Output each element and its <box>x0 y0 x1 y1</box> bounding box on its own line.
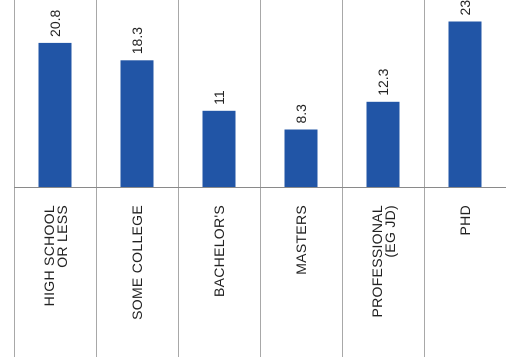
category-label-line: MASTERS <box>293 205 309 275</box>
category-label-line: OR LESS <box>54 205 70 268</box>
bar <box>38 42 72 188</box>
category-label: PROFESSIONAL(EG JD) <box>369 205 398 318</box>
data-label: 20.8 <box>47 9 63 36</box>
bar <box>284 129 318 187</box>
category-label-line: BACHELOR'S <box>211 205 227 297</box>
category-label: MASTERS <box>293 205 309 275</box>
data-label: 11 <box>211 90 227 105</box>
data-label: 23.9 <box>457 0 473 15</box>
category-label-line: (EG JD) <box>382 205 398 258</box>
data-label: 8.3 <box>293 104 309 124</box>
bar <box>366 101 400 187</box>
category-label: HIGH SCHOOLOR LESS <box>41 205 70 306</box>
category-label-line: HIGH SCHOOL <box>41 205 57 306</box>
bar <box>448 21 482 187</box>
category-label: SOME COLLEGE <box>129 205 145 320</box>
category-labels-group: HIGH SCHOOLOR LESS SOME COLLEGE BACHELOR'S… <box>41 205 473 320</box>
category-label: BACHELOR'S <box>211 205 227 297</box>
category-label: PHD <box>457 205 473 235</box>
category-label-line: SOME COLLEGE <box>129 205 145 320</box>
category-label-line: PHD <box>457 205 473 235</box>
bar <box>120 60 154 187</box>
data-label: 18.3 <box>129 27 145 54</box>
bars-group <box>38 21 482 188</box>
bar <box>202 110 236 187</box>
data-label: 12.3 <box>375 68 391 95</box>
data-labels-group: 20.8 18.3 11 8.3 12.3 23.9 <box>47 0 473 124</box>
category-label-line: PROFESSIONAL <box>369 205 385 318</box>
category-separators <box>14 0 425 357</box>
